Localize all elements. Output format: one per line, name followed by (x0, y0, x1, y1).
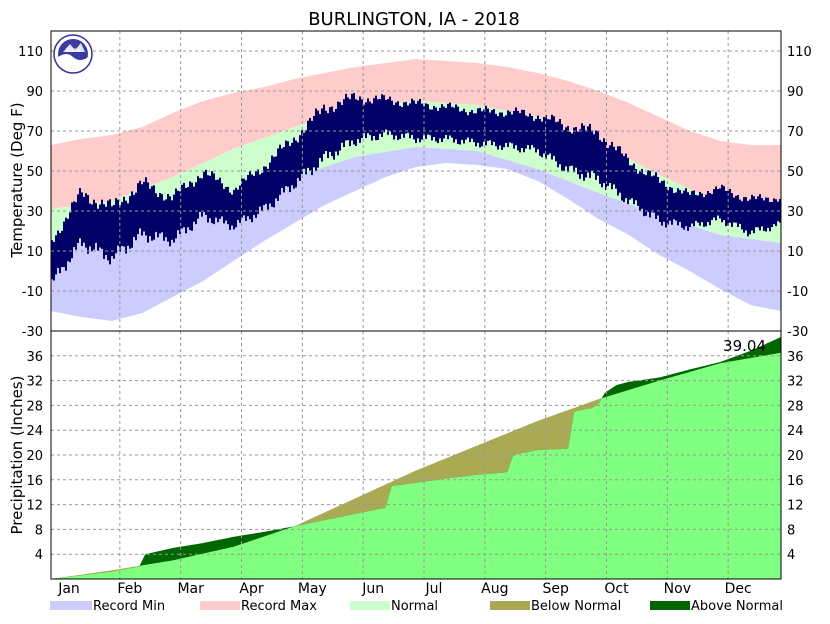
temperature-tick-left: 10 (26, 245, 43, 260)
precipitation-tick-left: 36 (26, 350, 43, 365)
month-tick-label: Aug (481, 581, 508, 597)
precipitation-frame (50, 330, 782, 580)
precipitation-tick-left: 4 (35, 548, 43, 563)
precipitation-tick-right: 28 (787, 399, 804, 414)
precipitation-tick-right: 12 (787, 499, 804, 514)
noaa-logo-icon: NOAA (53, 34, 93, 74)
temperature-tick-left: 30 (26, 205, 43, 220)
precipitation-tick-right: 16 (787, 474, 804, 489)
chart-title: BURLINGTON, IA - 2018 (308, 9, 520, 30)
precipitation-tick-left: 16 (26, 474, 43, 489)
month-tick-label: Apr (239, 581, 263, 597)
precipitation-tick-left: 8 (35, 523, 43, 538)
legend-swatch (50, 601, 92, 610)
legend-label: Above Normal (691, 599, 783, 614)
month-tick-label: Oct (604, 581, 629, 597)
legend: Record Min Record Max Normal Below Normal Ab… (50, 599, 783, 614)
temperature-tick-right: -10 (787, 285, 808, 300)
svg-text:NOAA: NOAA (66, 48, 81, 54)
legend-swatch (200, 601, 240, 610)
month-tick-label: May (298, 581, 327, 597)
legend-swatch (650, 601, 690, 610)
grid-lines (51, 31, 781, 579)
precipitation-tick-right: 20 (787, 449, 804, 464)
precipitation-tick-left: 12 (26, 499, 43, 514)
month-tick-label: Mar (177, 581, 204, 597)
month-tick-label: Jun (361, 581, 384, 597)
precipitation-tick-left: 20 (26, 449, 43, 464)
legend-swatch (490, 601, 530, 610)
precipitation-tick-right: 36 (787, 350, 804, 365)
temperature-tick-left: -10 (22, 285, 43, 300)
precipitation-tick-right: 8 (787, 523, 795, 538)
legend-label: Record Max (241, 599, 317, 614)
month-tick-label: Nov (664, 581, 691, 597)
precipitation-total-label: 39.04 (723, 337, 766, 355)
record-max-area (51, 59, 781, 209)
temperature-tick-right: 90 (787, 85, 804, 100)
precipitation-tick-left: 24 (26, 424, 43, 439)
temperature-panel (51, 59, 781, 321)
temperature-tick-right: 30 (787, 205, 804, 220)
temperature-tick-left: 110 (18, 45, 43, 60)
legend-label: Record Min (93, 599, 165, 614)
precipitation-axis-label: Precipitation (Inches) (8, 376, 26, 535)
month-tick-label: Jan (57, 581, 80, 597)
temperature-axis-label: Temperature (Deg F) (8, 102, 26, 258)
month-tick-label: Jul (425, 581, 443, 597)
month-tick-label: Dec (725, 581, 752, 597)
precipitation-panel (51, 337, 781, 579)
precipitation-tick-right: 32 (787, 375, 804, 390)
temperature-tick-left: 70 (26, 125, 43, 140)
temperature-tick-right: 110 (787, 45, 812, 60)
temperature-tick-right: 10 (787, 245, 804, 260)
legend-label: Normal (391, 599, 438, 614)
legend-swatch (350, 601, 390, 610)
temperature-tick-right: 70 (787, 125, 804, 140)
precipitation-tick-left: 32 (26, 375, 43, 390)
month-tick-label: Sep (542, 581, 569, 597)
observed-precipitation-area (51, 352, 781, 579)
temperature-tick-right: -30 (787, 325, 808, 340)
temperature-tick-right: 50 (787, 165, 804, 180)
legend-label: Below Normal (531, 599, 621, 614)
temperature-tick-left: 50 (26, 165, 43, 180)
observed-temperature-series (51, 93, 781, 281)
precipitation-tick-right: 4 (787, 548, 795, 563)
record-min-area (51, 147, 781, 321)
temperature-tick-left: -30 (22, 325, 43, 340)
temperature-tick-left: 90 (26, 85, 43, 100)
month-tick-label: Feb (117, 581, 142, 597)
precipitation-tick-right: 24 (787, 424, 804, 439)
tick-labels: -30 -30 -10 -10 10 10 30 30 50 50 70 70 90 90 110 110 4 4… (18, 45, 812, 597)
precipitation-tick-left: 28 (26, 399, 43, 414)
